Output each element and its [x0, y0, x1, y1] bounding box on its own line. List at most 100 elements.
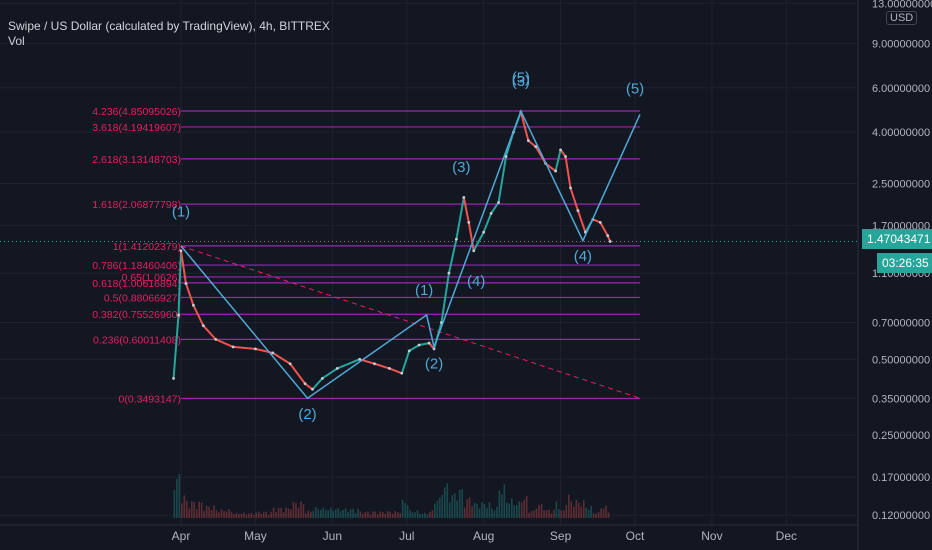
price-segment [490, 201, 500, 214]
price-segment [447, 239, 458, 274]
bar-countdown-tag: 03:26:35 [877, 253, 932, 273]
wave-label: (2) [425, 355, 443, 372]
fib-level-label: 0.236(0.60011408) [93, 334, 181, 346]
price-point [254, 347, 257, 351]
price-point [172, 376, 175, 380]
price-segment [374, 362, 390, 370]
fib-level-label: 0.5(0.88066927) [104, 292, 181, 304]
volume-bar [528, 512, 530, 518]
volume-bar [503, 484, 506, 518]
y-tick-label: 4.00000000 [872, 127, 930, 139]
price-point [201, 324, 205, 328]
volume-bar [176, 479, 178, 518]
volume-bar [255, 512, 258, 518]
volume-bar [357, 508, 359, 518]
fib-level-label: 0(0.3493147) [119, 393, 181, 405]
x-tick-label: Jun [323, 529, 342, 543]
volume-bar [205, 505, 208, 518]
volume-bar [238, 514, 240, 518]
volume-bar [530, 511, 533, 518]
price-segment [272, 352, 291, 365]
volume-bar [587, 509, 590, 518]
volume-bar [213, 505, 215, 518]
volume-bar [200, 502, 203, 518]
price-segment [389, 367, 403, 375]
price-segment [482, 213, 493, 233]
price-segment [192, 304, 205, 327]
volume-bar [327, 510, 330, 518]
volume-bar [347, 512, 349, 518]
volume-bar [230, 511, 233, 518]
y-tick-label: 0.25000000 [872, 430, 930, 442]
price-point [288, 362, 292, 366]
price-point [417, 343, 421, 347]
price-point [321, 376, 324, 380]
price-point [271, 351, 275, 355]
volume-bar [525, 496, 528, 518]
volume-bar [501, 494, 503, 518]
fib-level-label: 1(1.41202379) [113, 241, 181, 253]
volume-bar [317, 509, 320, 518]
volume-bar [605, 505, 607, 518]
price-point [576, 209, 580, 212]
volume-bar [384, 513, 387, 518]
wave-label: (2) [298, 406, 316, 423]
volume-bar [190, 501, 193, 518]
volume-indicator-label[interactable]: Vol [8, 34, 25, 48]
volume-bar [314, 507, 317, 518]
y-tick-label: 0.35000000 [872, 393, 930, 405]
volume-bar [225, 511, 228, 518]
fib-level-label: 0.382(0.75526960) [92, 309, 181, 321]
volume-bar [337, 508, 339, 518]
volume-bar [498, 490, 501, 518]
price-segment [576, 210, 587, 233]
volume-bar [458, 489, 461, 518]
price-segment [418, 342, 430, 346]
volume-bar [228, 509, 230, 518]
volume-bar [267, 514, 270, 518]
volume-bar [481, 502, 483, 518]
fib-level-label: 4.236(4.85095026) [92, 106, 181, 118]
x-tick-label: Apr [172, 529, 191, 543]
price-segment [215, 338, 234, 348]
volume-bar [185, 500, 188, 518]
volume-bar [563, 510, 565, 518]
volume-bar [446, 483, 449, 518]
price-point [598, 221, 602, 224]
volume-bar [488, 502, 491, 518]
price-point [335, 367, 339, 370]
fib-level-label: 0.786(1.18460406) [92, 260, 181, 272]
volume-bar [568, 494, 570, 518]
volume-bar [344, 508, 347, 518]
wave-label: (5) [626, 80, 644, 97]
price-point [564, 155, 567, 158]
volume-bar [233, 514, 235, 518]
volume-bar [535, 508, 538, 518]
volume-bar [295, 503, 297, 518]
price-point [534, 145, 538, 149]
volume-bar [240, 513, 243, 518]
currency-button[interactable]: USD [886, 11, 918, 25]
price-point [454, 237, 458, 241]
volume-bar [476, 503, 478, 518]
volume-bar [359, 511, 362, 518]
volume-bar [590, 505, 592, 518]
volume-bar [305, 513, 307, 518]
volume-bar [505, 502, 508, 518]
wave-label: (5) [512, 69, 530, 86]
fib-level-label: 2.618(3.13148703) [92, 154, 181, 166]
volume-bar [310, 511, 312, 518]
volume-bar [520, 502, 523, 518]
volume-bar [282, 512, 285, 518]
price-segment [497, 156, 507, 203]
volume-bar [391, 513, 394, 518]
volume-bar [362, 514, 364, 518]
volume-bar [421, 514, 424, 518]
volume-bar [468, 497, 471, 518]
x-tick-label: Dec [776, 529, 797, 543]
volume-bar [439, 497, 441, 518]
price-segment [180, 250, 187, 284]
price-point [559, 148, 562, 152]
volume-bar [342, 509, 344, 518]
